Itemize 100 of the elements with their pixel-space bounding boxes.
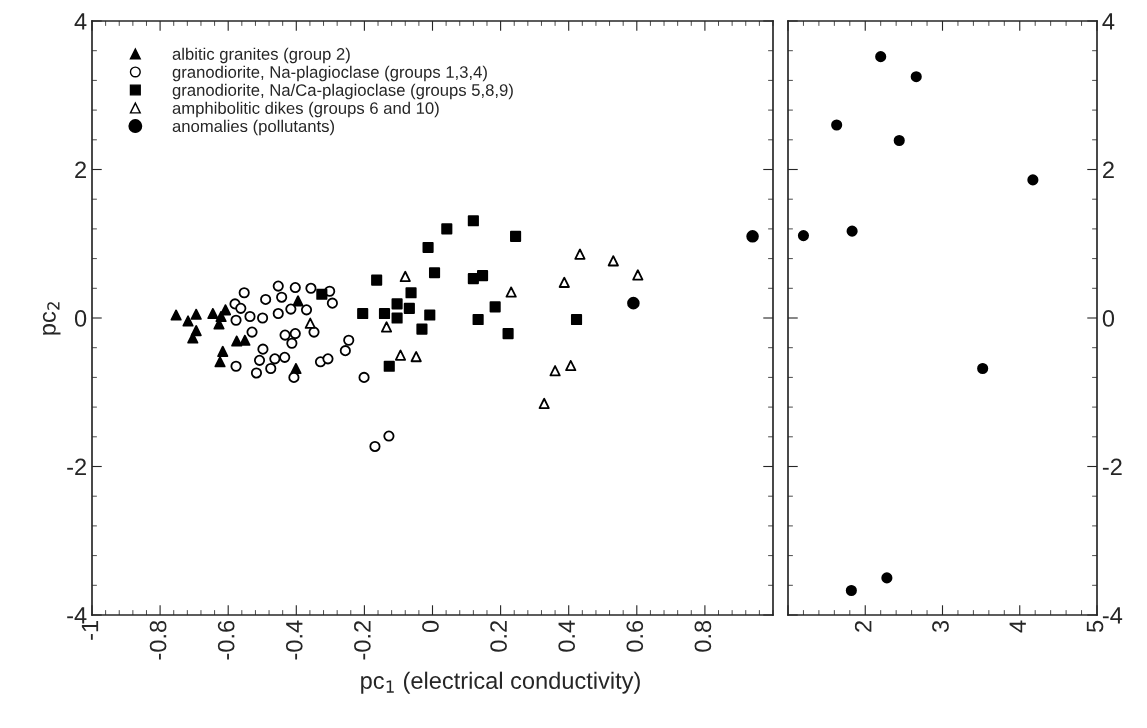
point bbox=[207, 307, 219, 320]
legend-label: granodiorite, Na-plagioclase (groups 1,3,4) bbox=[172, 65, 487, 82]
point bbox=[170, 309, 182, 321]
point bbox=[845, 584, 857, 597]
point bbox=[244, 310, 256, 323]
point bbox=[607, 255, 619, 267]
point bbox=[476, 270, 489, 282]
point bbox=[441, 223, 453, 235]
point bbox=[574, 248, 586, 260]
point bbox=[558, 276, 570, 288]
point bbox=[467, 215, 479, 227]
point bbox=[875, 51, 887, 63]
point bbox=[246, 326, 258, 338]
point bbox=[272, 280, 284, 292]
x-tick-label: 4 bbox=[1009, 620, 1026, 633]
x-tick-label: 3 bbox=[932, 620, 949, 633]
point bbox=[289, 281, 301, 294]
y-tick-label: 0 bbox=[1102, 310, 1115, 327]
point bbox=[371, 274, 383, 286]
point bbox=[538, 397, 550, 409]
point bbox=[549, 365, 561, 377]
point bbox=[182, 315, 194, 327]
point bbox=[383, 360, 395, 372]
point bbox=[343, 334, 355, 346]
point bbox=[391, 298, 403, 310]
point bbox=[424, 309, 436, 321]
point bbox=[391, 312, 403, 324]
point bbox=[416, 323, 428, 335]
point bbox=[910, 71, 922, 83]
point bbox=[405, 287, 417, 299]
point bbox=[304, 317, 316, 329]
point bbox=[570, 313, 583, 326]
point bbox=[510, 230, 522, 242]
point bbox=[797, 230, 810, 242]
point bbox=[378, 307, 391, 320]
point bbox=[746, 230, 759, 243]
point bbox=[831, 119, 843, 131]
point bbox=[358, 371, 370, 383]
point bbox=[316, 288, 328, 300]
point bbox=[881, 572, 893, 584]
point bbox=[489, 301, 501, 313]
y-tick-label: -2 bbox=[67, 458, 86, 476]
point bbox=[322, 353, 334, 365]
x-tick-label: 0 bbox=[422, 620, 439, 633]
point bbox=[472, 313, 484, 326]
point bbox=[893, 134, 905, 147]
point bbox=[250, 367, 263, 379]
y-tick-label: 2 bbox=[75, 161, 86, 179]
legend-label: granodiorite, Na/Ca-plagioclase (groups 5,8,9) bbox=[172, 83, 513, 100]
point bbox=[285, 303, 297, 315]
legend-label: amphibolitic dikes (groups 6 and 10) bbox=[172, 101, 439, 118]
point bbox=[238, 287, 250, 299]
x-tick-label: -0.4 bbox=[285, 620, 303, 660]
y-tick-label: -2 bbox=[1102, 458, 1122, 476]
point bbox=[305, 282, 317, 294]
point bbox=[286, 337, 298, 349]
point bbox=[279, 351, 291, 363]
point bbox=[239, 334, 251, 346]
point bbox=[272, 307, 284, 320]
point bbox=[502, 328, 514, 340]
point bbox=[187, 332, 199, 344]
y-tick-label: 4 bbox=[74, 13, 87, 30]
x-tick-label: 0.6 bbox=[626, 620, 644, 652]
y-tick-label: -4 bbox=[1102, 607, 1123, 624]
point bbox=[977, 362, 989, 375]
x-tick-label: 0.8 bbox=[694, 620, 712, 652]
point bbox=[260, 293, 272, 306]
y-axis-title: pc$_{2}$ bbox=[42, 302, 61, 335]
point bbox=[627, 296, 640, 310]
x-tick-label: 5 bbox=[1086, 620, 1104, 633]
point bbox=[326, 297, 338, 309]
x-tick-label: -0.8 bbox=[149, 620, 167, 660]
point bbox=[230, 314, 242, 326]
point bbox=[253, 354, 266, 366]
point bbox=[399, 270, 411, 282]
point bbox=[428, 267, 441, 279]
point bbox=[231, 335, 243, 347]
point bbox=[279, 329, 291, 341]
point bbox=[217, 345, 229, 357]
point bbox=[357, 307, 369, 320]
point bbox=[505, 286, 517, 298]
legend-label: anomalies (pollutants) bbox=[172, 119, 335, 136]
legend-label: albitic granites (group 2) bbox=[172, 47, 350, 64]
point bbox=[292, 295, 304, 307]
point bbox=[403, 302, 415, 314]
x-tick-label: -0.2 bbox=[354, 621, 371, 660]
point bbox=[383, 430, 395, 442]
point bbox=[380, 321, 393, 333]
point bbox=[846, 225, 858, 237]
x-axis-title: pc$_{1}$ (electrical conductivity) bbox=[361, 671, 640, 694]
point bbox=[422, 241, 434, 254]
point bbox=[632, 269, 644, 281]
point bbox=[257, 343, 269, 355]
x-tick-label: -0.6 bbox=[217, 620, 235, 660]
point bbox=[369, 440, 381, 453]
point bbox=[269, 353, 281, 365]
point bbox=[300, 304, 313, 316]
x-tick-label: 2 bbox=[854, 621, 872, 632]
y-tick-label: 2 bbox=[1103, 161, 1114, 179]
y-tick-label: 0 bbox=[74, 310, 87, 327]
